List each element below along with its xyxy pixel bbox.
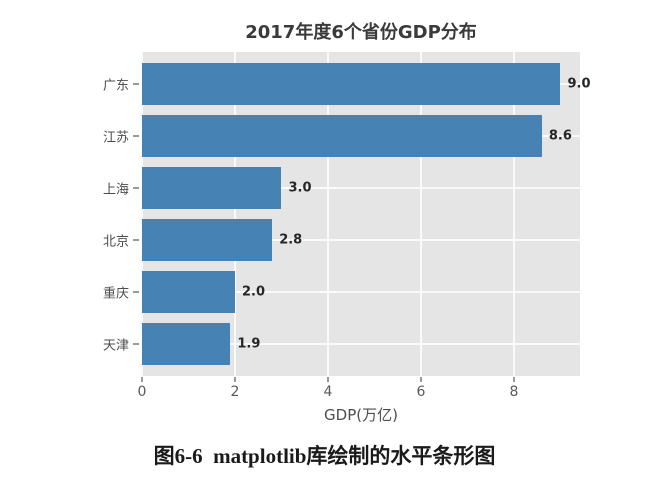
bar-value-label: 8.6 xyxy=(548,128,572,144)
y-tick-label: 天津 xyxy=(102,338,129,354)
y-tick-mark xyxy=(133,83,139,85)
x-axis-label: GDP(万亿) xyxy=(324,406,398,424)
y-tick-mark xyxy=(133,187,139,189)
y-tick-label: 重庆 xyxy=(102,286,129,302)
gridline-horizontal xyxy=(142,239,580,241)
gridline-vertical xyxy=(512,52,515,376)
gridline-horizontal xyxy=(142,187,580,189)
figure-caption: 图6-6 matplotlib库绘制的水平条形图 xyxy=(153,444,496,468)
x-tick-label: 8 xyxy=(509,384,519,400)
y-tick-mark xyxy=(133,291,139,293)
bar-value-label: 9.0 xyxy=(567,76,591,92)
bar xyxy=(142,271,235,313)
bar-value-label: 3.0 xyxy=(288,180,312,196)
x-tick-mark xyxy=(512,377,515,382)
x-tick-label: 6 xyxy=(416,384,426,400)
bar xyxy=(142,63,561,105)
gridline-vertical xyxy=(419,52,422,376)
chart-figure: 2017年度6个省份GDP分布 GDP(万亿) 0 2 4 6 8 广东 9.0 江苏 8.6 上… xyxy=(103,22,591,424)
x-tick-mark xyxy=(141,377,143,382)
y-tick-mark xyxy=(133,239,139,241)
gridline-vertical xyxy=(326,52,329,376)
y-tick-mark xyxy=(133,343,139,345)
y-tick-label: 江苏 xyxy=(102,130,129,146)
bar-value-label: 2.8 xyxy=(279,232,303,248)
gridline-vertical xyxy=(233,52,236,376)
x-tick-label: 2 xyxy=(230,384,240,400)
bar-value-label: 1.9 xyxy=(237,336,261,352)
gridline-vertical xyxy=(141,52,143,376)
bar xyxy=(142,219,273,261)
x-tick-label: 0 xyxy=(137,384,147,400)
plot-area: 2017年度6个省份GDP分布 GDP(万亿) 0 2 4 6 8 广东 9.0 江苏 8.6 上… xyxy=(103,22,591,424)
bar-value-label: 2.0 xyxy=(241,284,266,300)
y-tick-label: 广东 xyxy=(102,78,129,94)
y-tick-label: 北京 xyxy=(102,234,129,250)
x-tick-mark xyxy=(233,377,236,382)
bar xyxy=(142,167,282,209)
y-tick-mark xyxy=(133,135,139,137)
gridline-horizontal xyxy=(142,343,580,345)
x-tick-label: 4 xyxy=(323,384,333,400)
chart-title: 2017年度6个省份GDP分布 xyxy=(245,22,477,43)
bar xyxy=(142,323,231,365)
y-tick-label: 上海 xyxy=(102,182,129,198)
x-tick-mark xyxy=(419,377,422,382)
gridline-horizontal xyxy=(142,291,580,293)
x-tick-mark xyxy=(326,377,329,382)
bar xyxy=(142,115,542,157)
